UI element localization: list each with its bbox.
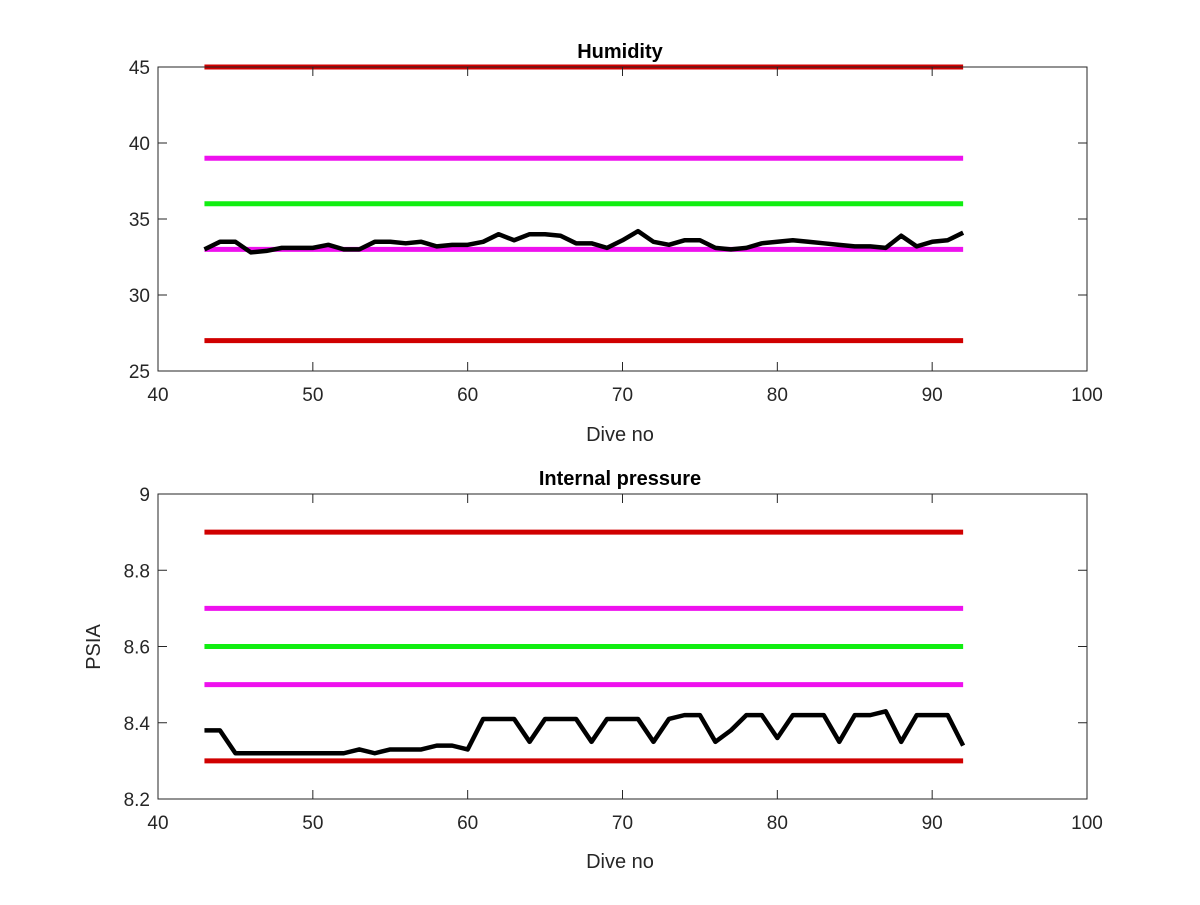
- x-axis-label: Dive no: [586, 424, 654, 446]
- x-tick-label: 70: [612, 813, 633, 834]
- x-tick-label: 100: [1071, 813, 1103, 834]
- x-tick-label: 40: [147, 385, 168, 406]
- internal-pressure-plot: Internal pressure Dive no PSIA 40 50 60 70 8…: [83, 468, 1103, 873]
- y-tick-label: 30: [129, 286, 150, 307]
- y-tick-label: 40: [129, 134, 150, 155]
- x-tick-label: 80: [767, 385, 788, 406]
- y-tick-label: 8.4: [124, 714, 151, 735]
- y-tick-label: 9: [139, 485, 150, 506]
- y-tick-label: 8.8: [124, 561, 150, 582]
- x-axis-label: Dive no: [586, 851, 654, 873]
- x-tick-label: 90: [922, 385, 943, 406]
- x-tick-label: 90: [922, 813, 943, 834]
- y-tick-label: 45: [129, 58, 150, 79]
- y-tick-label: 25: [129, 362, 150, 383]
- humidity-plot: Humidity Dive no 40 50 60 70 80 90 100 25 30 35 40…: [129, 41, 1103, 446]
- y-tick-label: 35: [129, 210, 150, 231]
- x-tick-label: 60: [457, 385, 478, 406]
- y-tick-label: 8.2: [124, 790, 150, 811]
- x-tick-label: 40: [147, 813, 168, 834]
- x-tick-label: 60: [457, 813, 478, 834]
- x-tick-label: 80: [767, 813, 788, 834]
- y-tick-label: 8.6: [124, 638, 150, 659]
- data-series-line: [203, 228, 965, 255]
- chart-title: Internal pressure: [539, 468, 701, 490]
- y-axis-label: PSIA: [83, 624, 105, 670]
- x-tick-label: 50: [302, 813, 323, 834]
- x-tick-label: 50: [302, 385, 323, 406]
- x-tick-label: 100: [1071, 385, 1103, 406]
- chart-title: Humidity: [577, 41, 663, 63]
- data-series-line: [204, 709, 966, 756]
- x-tick-label: 70: [612, 385, 633, 406]
- axes-box: [157, 66, 1088, 372]
